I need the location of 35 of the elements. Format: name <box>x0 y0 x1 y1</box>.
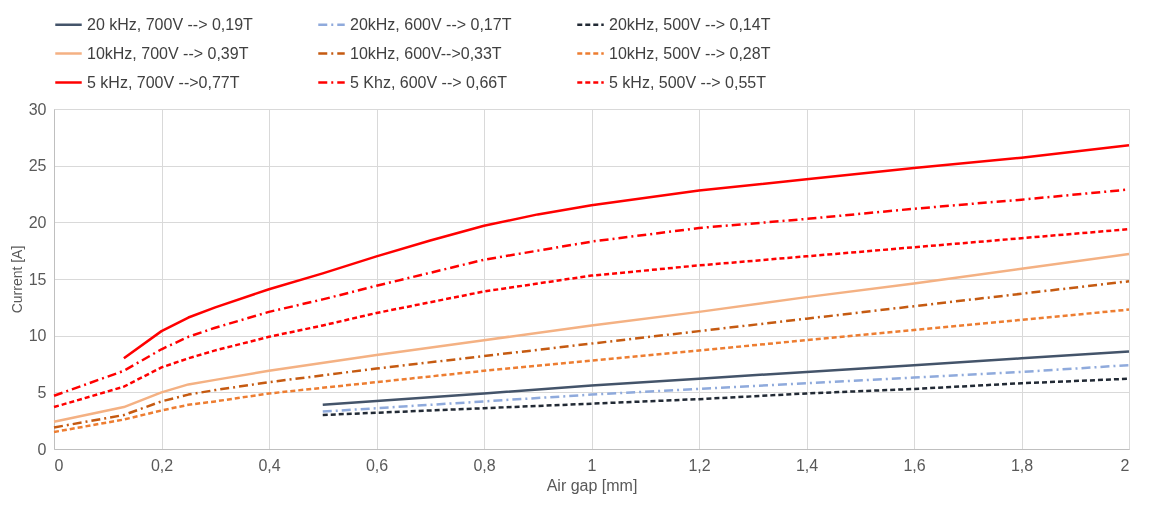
y-tick-label: 30 <box>28 100 47 118</box>
legend-label: 20kHz, 500V --> 0,14T <box>609 15 771 33</box>
y-tick-label: 0 <box>37 440 47 458</box>
y-tick-label: 15 <box>28 270 47 288</box>
line-series <box>321 350 1131 407</box>
legend-label: 5 Khz, 600V --> 0,66T <box>350 73 508 91</box>
x-tick-label: 0,4 <box>258 456 281 474</box>
x-tick-label: 0,8 <box>473 456 496 474</box>
line-series <box>122 144 1131 360</box>
x-tick-label: 0 <box>54 456 64 474</box>
x-tick-label: 1,8 <box>1010 456 1034 474</box>
line-series <box>321 363 1131 413</box>
x-tick-label: 0,6 <box>365 456 389 474</box>
legend-label: 20kHz, 600V --> 0,17T <box>350 15 512 33</box>
x-tick-label: 1,6 <box>903 456 926 474</box>
y-axis-title: Current [A] <box>8 245 25 314</box>
x-tick-label: 0,2 <box>150 456 174 474</box>
y-tick-label: 10 <box>28 327 47 345</box>
legend-label: 5 kHz, 700V -->0,77T <box>87 73 240 91</box>
y-tick-label: 5 <box>37 383 47 401</box>
y-tick-label: 25 <box>28 157 47 175</box>
x-tick-label: 1,4 <box>795 456 819 474</box>
x-tick-label: 1,2 <box>688 456 711 474</box>
line-series <box>52 252 1131 424</box>
x-tick-label: 1 <box>587 456 597 474</box>
x-tick-label: 2 <box>1120 456 1130 474</box>
legend-label: 5 kHz, 500V --> 0,55T <box>609 73 767 91</box>
line-series <box>52 280 1131 429</box>
y-tick-label: 20 <box>28 213 47 231</box>
legend-label: 20 kHz, 700V --> 0,19T <box>87 15 254 33</box>
legend-label: 10kHz, 500V --> 0,28T <box>609 44 771 62</box>
x-axis-title: Air gap [mm] <box>546 476 638 494</box>
legend-label: 10kHz, 600V-->0,33T <box>350 44 502 62</box>
legend-label: 10kHz, 700V --> 0,39T <box>87 44 249 62</box>
line-series <box>52 308 1131 434</box>
